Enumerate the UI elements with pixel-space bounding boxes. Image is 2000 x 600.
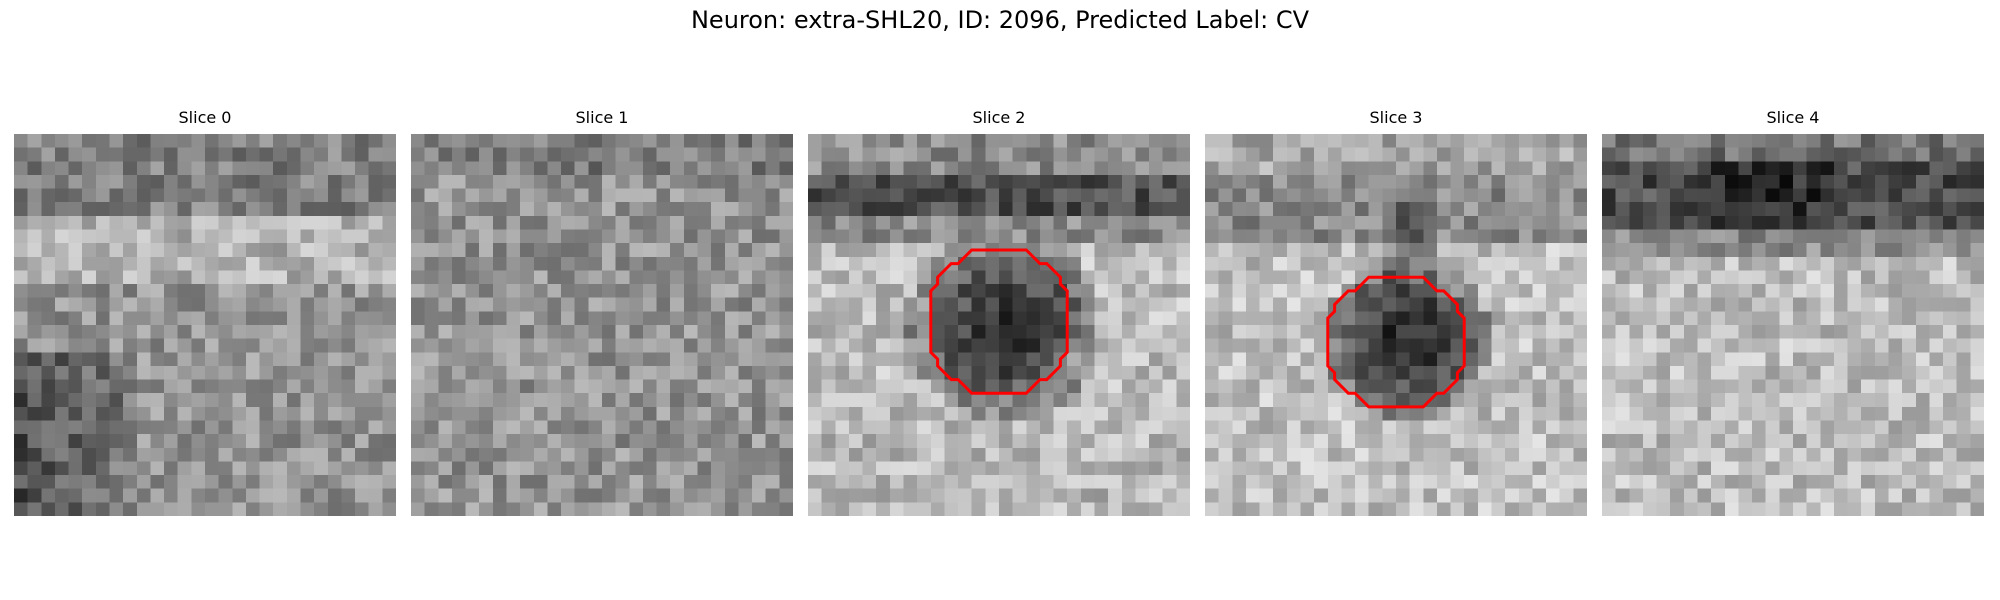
figure-title: Neuron: extra-SHL20, ID: 2096, Predicted… bbox=[690, 6, 1310, 34]
slice-image bbox=[808, 134, 1190, 516]
slice-title: Slice 2 bbox=[972, 108, 1026, 127]
slice-image bbox=[1602, 134, 1984, 516]
roi-contour bbox=[929, 248, 1069, 395]
pixel-grid bbox=[14, 134, 396, 516]
pixel-grid bbox=[1602, 134, 1984, 516]
slice-panel-1: Slice 1 bbox=[411, 108, 793, 518]
slice-title: Slice 0 bbox=[178, 108, 232, 127]
slice-panel-2: Slice 2 bbox=[808, 108, 1190, 518]
slice-panel-3: Slice 3 bbox=[1205, 108, 1587, 518]
slice-panel-0: Slice 0 bbox=[14, 108, 396, 518]
slice-image bbox=[411, 134, 793, 516]
slice-title: Slice 4 bbox=[1766, 108, 1820, 127]
pixel-grid bbox=[808, 134, 1190, 516]
slice-image bbox=[1205, 134, 1587, 516]
pixel-grid bbox=[411, 134, 793, 516]
pixel-grid bbox=[1205, 134, 1587, 516]
slice-image bbox=[14, 134, 396, 516]
slice-title: Slice 3 bbox=[1369, 108, 1423, 127]
slice-title: Slice 1 bbox=[575, 108, 629, 127]
roi-contour bbox=[1326, 275, 1466, 409]
slice-panel-4: Slice 4 bbox=[1602, 108, 1984, 518]
